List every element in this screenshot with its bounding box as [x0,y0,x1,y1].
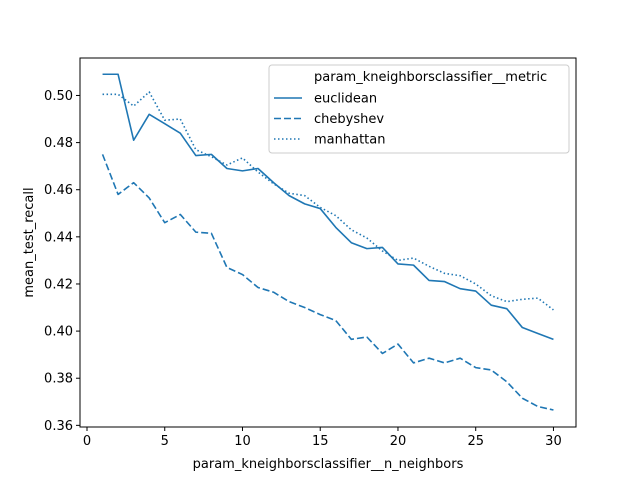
x-tick-label: 25 [467,434,484,449]
x-tick-label: 5 [161,434,169,449]
y-tick-label: 0.48 [44,136,73,151]
y-tick-label: 0.38 [44,372,73,387]
series-line-manhattan [102,91,554,311]
y-tick-label: 0.42 [44,277,73,292]
y-tick-label: 0.44 [44,230,73,245]
x-tick-label: 20 [390,434,407,449]
y-axis-ticks: 0.36 0.38 0.40 0.42 0.44 0.46 0.48 0.50 [44,89,80,434]
x-tick-label: 0 [83,434,91,449]
legend-title: param_kneighborsclassifier__metric [314,70,547,85]
series-layer [101,73,554,411]
legend-label-manhattan: manhattan [314,133,385,148]
y-tick-label: 0.40 [44,325,73,340]
axes-frame [79,57,577,428]
series-line-chebyshev [101,154,554,411]
y-tick-label: 0.46 [44,183,73,198]
legend-label-euclidean: euclidean [314,92,377,107]
x-axis-label: param_kneighborsclassifier__n_neighbors [193,457,464,472]
legend: param_kneighborsclassifier__metric eucli… [268,64,570,154]
y-axis-label: mean_test_recall [22,187,37,297]
series-line-euclidean [102,73,554,341]
x-tick-label: 15 [312,434,329,449]
y-tick-label: 0.50 [44,89,73,104]
x-tick-label: 10 [234,434,251,449]
y-tick-label: 0.36 [44,419,73,434]
legend-label-chebyshev: chebyshev [314,112,384,127]
legend-entries: euclidean chebyshev manhattan [274,92,385,148]
x-axis-ticks: 0 5 10 15 20 25 30 [83,427,562,449]
plot-frame [79,57,577,428]
x-tick-label: 30 [545,434,562,449]
legend-box [268,64,570,154]
